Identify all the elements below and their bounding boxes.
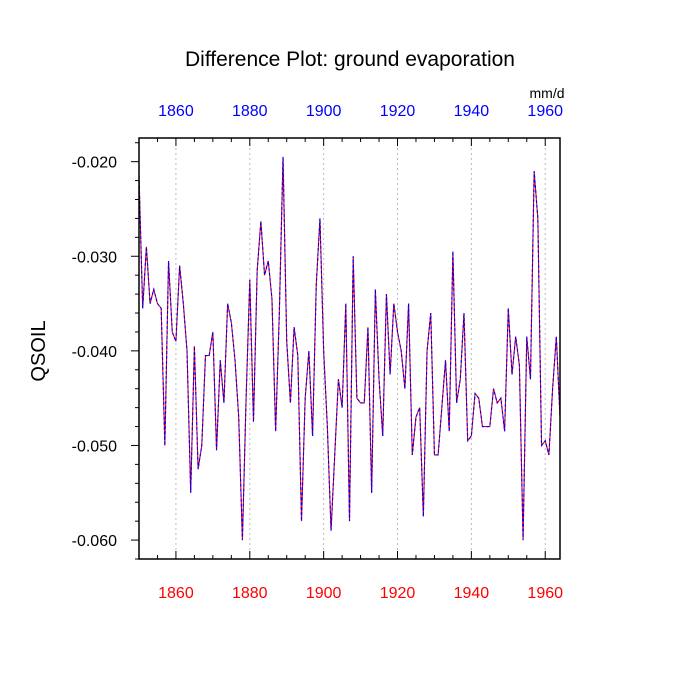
y-axis-label: QSOIL [28, 320, 50, 381]
x-tick-label-bottom-2: 1900 [306, 585, 342, 602]
y-tick-label-4: -0.020 [72, 155, 117, 172]
x-tick-label-top-1: 1880 [232, 103, 268, 120]
x-tick-label-top-0: 1860 [158, 103, 194, 120]
chart-title: Difference Plot: ground evaporation [185, 48, 515, 71]
x-tick-label-top-2: 1900 [306, 103, 342, 120]
x-tick-label-bottom-3: 1920 [380, 585, 416, 602]
x-tick-label-bottom-1: 1880 [232, 585, 268, 602]
y-tick-label-2: -0.040 [72, 344, 117, 361]
x-tick-label-bottom-4: 1940 [454, 585, 490, 602]
series-line-2 [138, 156, 561, 541]
x-tick-label-top-3: 1920 [380, 103, 416, 120]
x-tick-label-bottom-5: 1960 [527, 585, 563, 602]
x-tick-label-bottom-0: 1860 [158, 585, 194, 602]
units-label: mm/d [530, 85, 565, 101]
x-tick-label-top-4: 1940 [454, 103, 490, 120]
y-tick-label-0: -0.060 [72, 533, 117, 550]
y-tick-label-1: -0.050 [72, 438, 117, 455]
x-gridlines [175, 138, 546, 559]
plot-frame [138, 137, 561, 560]
tick-labels: 1860 1860 1880 1880 1900 1900 1920 1920 1940 1940… [72, 103, 564, 602]
x-tick-label-top-5: 1960 [527, 103, 563, 120]
y-tick-label-3: -0.030 [72, 249, 117, 266]
axis-ticks [131, 138, 546, 560]
series-lines [138, 156, 561, 541]
